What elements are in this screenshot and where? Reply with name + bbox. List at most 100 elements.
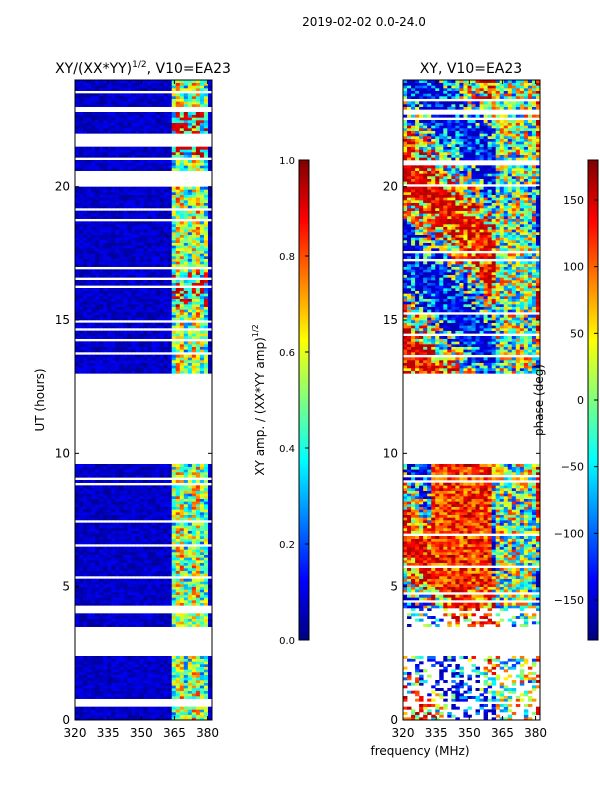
amplitude-cell xyxy=(191,666,197,670)
amplitude-cell xyxy=(119,162,124,166)
amplitude-cell xyxy=(199,472,205,475)
amplitude-cell xyxy=(123,480,128,483)
amplitude-cell xyxy=(127,517,132,521)
amplitude-cell xyxy=(95,250,100,254)
amplitude-cell xyxy=(167,168,173,171)
amplitude-cell xyxy=(191,229,197,233)
amplitude-cell xyxy=(107,616,112,619)
amplitude-cell xyxy=(163,237,169,241)
amplitude-cell xyxy=(95,160,100,163)
amplitude-cell xyxy=(131,530,136,534)
amplitude-cell xyxy=(147,344,152,347)
amplitude-cell xyxy=(199,496,205,499)
amplitude-cell xyxy=(111,293,116,297)
amplitude-cell xyxy=(139,464,144,467)
amplitude-cell xyxy=(127,538,132,542)
amplitude-cell xyxy=(127,570,132,574)
amplitude-cell xyxy=(87,472,92,475)
amplitude-cell xyxy=(111,581,116,585)
amplitude-cell xyxy=(91,160,96,163)
amplitude-cell xyxy=(139,624,144,627)
amplitude-cell xyxy=(115,581,120,585)
amplitude-cell xyxy=(163,541,169,545)
amplitude-cell xyxy=(107,538,112,542)
amplitude-cell xyxy=(167,290,173,294)
amplitude-cell xyxy=(103,194,108,198)
amplitude-cell xyxy=(83,248,88,251)
amplitude-cell xyxy=(95,301,100,305)
amplitude-cell xyxy=(139,272,144,275)
amplitude-cell xyxy=(107,685,112,689)
amplitude-cell xyxy=(135,250,140,254)
amplitude-cell xyxy=(119,600,124,603)
amplitude-cell xyxy=(91,370,96,374)
amplitude-cell xyxy=(155,253,161,257)
amplitude-cell xyxy=(99,714,104,718)
amplitude-cell xyxy=(83,690,88,694)
amplitude-cell xyxy=(103,336,108,339)
amplitude-cell xyxy=(111,237,116,241)
amplitude-cell xyxy=(103,240,108,243)
amplitude-cell xyxy=(151,517,156,521)
amplitude-cell xyxy=(135,512,140,515)
amplitude-cell xyxy=(151,597,156,601)
amplitude-cell xyxy=(159,685,165,689)
amplitude-cell xyxy=(155,666,161,670)
amplitude-cell xyxy=(75,714,80,718)
amplitude-cell xyxy=(111,685,116,689)
amplitude-cell xyxy=(183,165,189,169)
amplitude-cell xyxy=(127,618,132,622)
amplitude-cell xyxy=(191,304,197,307)
amplitude-cell xyxy=(131,296,136,299)
amplitude-cell xyxy=(183,498,189,502)
amplitude-cell xyxy=(123,554,128,558)
amplitude-cell xyxy=(107,357,112,361)
amplitude-cell xyxy=(119,128,124,131)
amplitude-cell xyxy=(131,466,136,470)
amplitude-cell xyxy=(183,280,189,283)
amplitude-cell xyxy=(83,280,88,283)
amplitude-cell xyxy=(203,565,209,569)
amplitude-cell xyxy=(195,538,201,542)
amplitude-cell xyxy=(167,221,173,225)
amplitude-cell xyxy=(119,229,124,233)
amplitude-cell xyxy=(187,624,193,627)
amplitude-cell xyxy=(83,357,88,361)
amplitude-cell xyxy=(143,536,148,539)
amplitude-cell xyxy=(203,357,209,361)
amplitude-cell xyxy=(207,490,212,494)
amplitude-cell xyxy=(99,560,104,563)
amplitude-cell xyxy=(163,717,169,720)
amplitude-cell xyxy=(83,581,88,585)
amplitude-cell xyxy=(83,264,88,267)
amplitude-cell xyxy=(119,656,124,659)
amplitude-cell xyxy=(95,125,100,129)
amplitude-cell xyxy=(147,336,152,339)
amplitude-cell xyxy=(155,490,161,494)
amplitude-cell xyxy=(195,682,201,686)
amplitude-cell xyxy=(75,312,80,315)
amplitude-cell xyxy=(167,362,173,366)
amplitude-cell xyxy=(143,240,148,243)
amplitude-cell xyxy=(131,205,136,209)
amplitude-cell xyxy=(171,554,177,558)
amplitude-cell xyxy=(123,528,128,531)
amplitude-cell xyxy=(119,336,124,339)
amplitude-cell xyxy=(203,674,209,678)
amplitude-cell xyxy=(195,317,201,321)
amplitude-cell xyxy=(187,245,193,249)
amplitude-cell xyxy=(155,597,161,601)
amplitude-cell xyxy=(143,346,148,350)
amplitude-cell xyxy=(195,474,201,478)
amplitude-cell xyxy=(91,661,96,665)
amplitude-cell xyxy=(123,466,128,470)
amplitude-cell xyxy=(151,242,156,246)
amplitude-cell xyxy=(131,690,136,694)
amplitude-cell xyxy=(199,533,205,537)
amplitude-cell xyxy=(99,592,104,595)
amplitude-cell xyxy=(147,200,152,203)
amplitude-cell xyxy=(207,493,212,497)
amplitude-cell xyxy=(179,552,185,555)
amplitude-cell xyxy=(103,573,108,577)
amplitude-cell xyxy=(131,146,136,150)
